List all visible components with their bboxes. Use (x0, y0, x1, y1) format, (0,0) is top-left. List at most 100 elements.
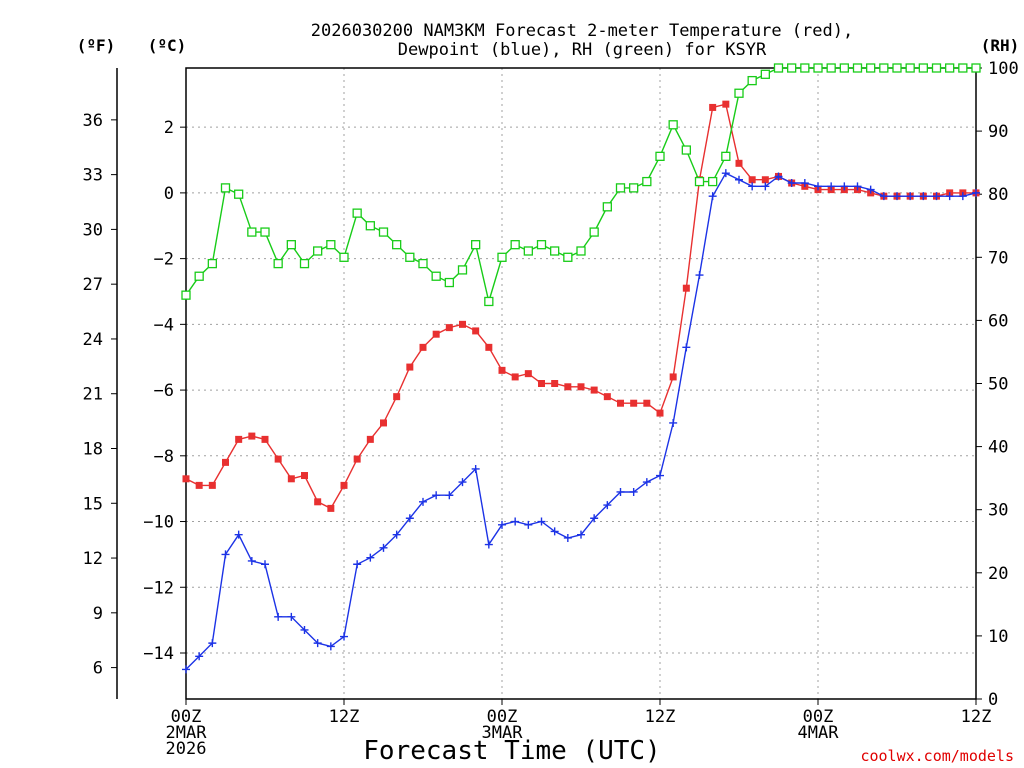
dewpoint-point (590, 514, 599, 523)
dewpoint-point (932, 192, 941, 201)
rh-point (708, 176, 718, 187)
temperature-point (235, 435, 243, 443)
rh-point (668, 120, 678, 130)
temperature-point (748, 176, 756, 184)
temperature-point (630, 399, 638, 407)
temperature-point (498, 366, 506, 374)
rh-point (550, 246, 560, 256)
rh-point (286, 240, 296, 250)
dewpoint-point (392, 530, 401, 539)
rh-point (905, 63, 915, 73)
rh-tick-label: 30 (988, 501, 1008, 521)
dewpoint-point (498, 520, 506, 529)
dewpoint-point (445, 491, 454, 500)
rh-point (589, 227, 599, 237)
dewpoint-point (695, 271, 704, 280)
x-tick-label: 00Z (487, 707, 518, 727)
fahrenheit-tick-label: 6 (93, 659, 103, 679)
temperature-point (524, 370, 532, 378)
temperature-point (682, 284, 690, 292)
x-tick-label: 12Z (645, 707, 676, 727)
rh-point (800, 63, 810, 73)
rh-point (694, 176, 705, 187)
fahrenheit-tick-label: 33 (83, 166, 103, 186)
temperature-point (445, 324, 453, 332)
rh-point (958, 63, 968, 73)
rh-point (892, 63, 902, 73)
dewpoint-point (853, 182, 862, 191)
temperature-point (287, 475, 295, 483)
dewpoint-point (234, 530, 243, 539)
dewpoint-point (721, 169, 730, 178)
rh-tick-label: 40 (988, 438, 1008, 458)
dewpoint-point (669, 418, 678, 427)
temperature-point (590, 386, 598, 394)
series-dewpoint (182, 169, 980, 674)
temperature-point (301, 472, 308, 480)
temperature-point (380, 419, 387, 427)
chart-title-line-2: Dewpoint (blue), RH (green) for KSYR (398, 40, 767, 60)
dewpoint-point (761, 182, 770, 191)
dewpoint-point (458, 478, 467, 487)
temperature-point (709, 103, 717, 111)
rh-tick-label: 90 (988, 122, 1008, 142)
temperature-point (459, 320, 466, 328)
celsius-tick-label: −12 (143, 578, 174, 598)
temperature-point (419, 343, 427, 351)
dewpoint-point (313, 639, 322, 648)
rh-tick-label: 60 (988, 311, 1008, 331)
rh-point (484, 296, 494, 307)
temperature-point (393, 393, 401, 401)
x-tick-label: 00Z (803, 707, 834, 727)
rh-tick-label: 0 (988, 690, 998, 710)
temperature-point (722, 100, 730, 108)
dewpoint-point (735, 175, 743, 184)
rh-point (918, 63, 928, 73)
celsius-tick-label: 2 (164, 118, 174, 138)
rh-tick-label: 80 (988, 185, 1008, 205)
series-layer (181, 63, 981, 674)
dewpoint-point (774, 172, 783, 181)
fahrenheit-tick-label: 18 (83, 439, 103, 459)
temperature-point (564, 383, 572, 391)
rh-point (392, 240, 402, 250)
temperature-point (485, 343, 493, 351)
rh-point (813, 63, 823, 73)
rh-point (339, 252, 349, 262)
dewpoint-point (800, 179, 809, 188)
dewpoint-point (840, 182, 849, 191)
dewpoint-point (221, 550, 230, 559)
temperature-point (366, 435, 374, 443)
dewpoint-point (603, 501, 612, 510)
rh-point (879, 63, 889, 73)
fahrenheit-tick-label: 36 (83, 111, 103, 131)
chart-title-line-1: 2026030200 NAM3KM Forecast 2-meter Tempe… (311, 21, 853, 41)
rh-point (220, 183, 231, 193)
temperature-point (472, 327, 480, 335)
dewpoint-point (827, 182, 836, 191)
rh-point (655, 151, 665, 161)
rh-point (642, 176, 652, 187)
rh-point (497, 252, 507, 262)
dewpoint-point (787, 179, 796, 188)
left-celsius-axis: −14 −12 −10 −8 −6 −4 −2 0 2 (143, 118, 186, 664)
temperature-point (669, 373, 677, 381)
temperature-point (406, 363, 414, 371)
rh-point (194, 271, 204, 281)
dewpoint-point (945, 192, 954, 201)
dewpoint-point (300, 625, 309, 634)
x-tick-label: 12Z (961, 707, 992, 727)
rh-point (405, 252, 415, 262)
rh-point (536, 240, 547, 250)
dewpoint-point (287, 612, 296, 621)
x-axis-title: Forecast Time (UTC) (363, 736, 660, 766)
left-fahrenheit-axis: 6 9 12 15 18 21 24 27 30 33 36 (83, 68, 118, 699)
celsius-unit-label: (ºC) (148, 36, 187, 55)
rh-point (747, 75, 757, 86)
dewpoint-point (366, 553, 375, 562)
fahrenheit-tick-label: 15 (83, 494, 103, 514)
rh-point (971, 63, 981, 73)
rh-point (852, 63, 863, 73)
rh-point (365, 221, 375, 231)
x-tick-label: 4MAR (798, 723, 840, 743)
